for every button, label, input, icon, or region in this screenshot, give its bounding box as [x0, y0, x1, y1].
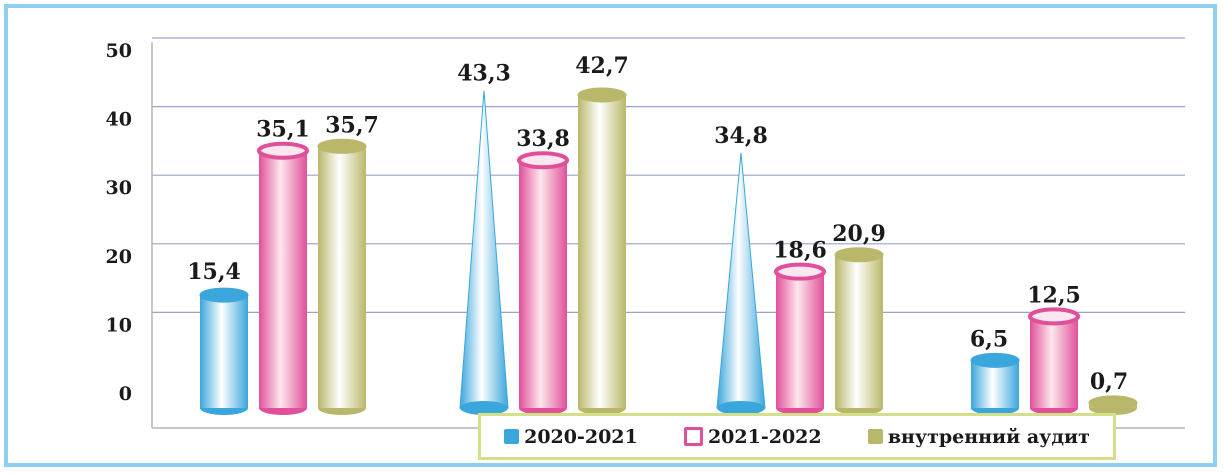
data-label: 18,6 [773, 238, 827, 264]
legend-item-2020-2021: 2020-2021 [504, 426, 638, 448]
data-label: 42,7 [575, 53, 629, 79]
bar-2021-2022-1-top [517, 151, 569, 170]
bar-2020-2021-0 [200, 295, 248, 408]
legend-item-internal-audit: внутренний аудит [867, 425, 1090, 448]
bar-внутренний-аудит-1 [578, 95, 626, 408]
data-label: 35,1 [256, 117, 310, 143]
bar-2021-2022-2 [776, 271, 824, 408]
bar-2020-2021-1-base [460, 401, 508, 415]
legend-swatch-internal-audit [867, 429, 883, 444]
bar-внутренний-аудит-1-top [577, 87, 627, 103]
bar-2021-2022-1 [519, 160, 567, 408]
legend-swatch-2020-2021 [504, 429, 520, 444]
bar-2020-2021-0-top [199, 287, 249, 303]
bar-внутренний-аудит-2-top [834, 247, 884, 263]
y-tick-label: 10 [106, 314, 132, 336]
y-tick-label: 50 [106, 40, 132, 62]
chart-legend: 2020-2021 2021-2022 внутренний аудит [478, 413, 1116, 460]
data-label: 35,7 [325, 112, 379, 138]
bar-2021-2022-0-top [257, 141, 309, 160]
legend-label-internal-audit: внутренний аудит [887, 425, 1090, 448]
legend-item-2021-2022: 2021-2022 [683, 425, 822, 448]
data-label: 6,5 [970, 326, 1008, 352]
data-label: 33,8 [516, 126, 570, 152]
legend-label-2021-2022: 2021-2022 [707, 425, 822, 448]
bar-внутренний-аудит-0-top [317, 138, 367, 154]
bar-2020-2021-2 [716, 152, 766, 409]
data-label: 20,9 [832, 221, 886, 247]
data-label: 43,3 [457, 61, 511, 87]
bar-внутренний-аудит-2 [835, 254, 883, 408]
data-label: 0,7 [1090, 369, 1128, 395]
legend-label-2020-2021: 2020-2021 [524, 425, 638, 448]
y-tick-label: 40 [106, 109, 132, 131]
data-label: 12,5 [1027, 282, 1081, 308]
bar-2020-2021-1 [459, 90, 509, 409]
y-tick-label: 20 [106, 246, 132, 268]
bar-2021-2022-3-top [1028, 307, 1080, 326]
bar-2020-2021-3 [971, 360, 1019, 408]
bar-2020-2021-2-base [717, 401, 765, 415]
y-tick-label: 0 [119, 383, 132, 405]
legend-swatch-2021-2022 [683, 427, 703, 446]
data-label: 15,4 [187, 259, 241, 285]
data-label: 34,8 [714, 123, 768, 149]
bar-2021-2022-0 [259, 150, 307, 408]
bar-внутренний-аудит-3-top [1088, 395, 1138, 411]
y-tick-label: 30 [106, 177, 132, 199]
bar-2021-2022-3 [1030, 316, 1078, 408]
bar-внутренний-аудит-0 [318, 146, 366, 409]
bar-2020-2021-3-top [970, 352, 1020, 368]
bar-2021-2022-2-top [774, 262, 826, 281]
